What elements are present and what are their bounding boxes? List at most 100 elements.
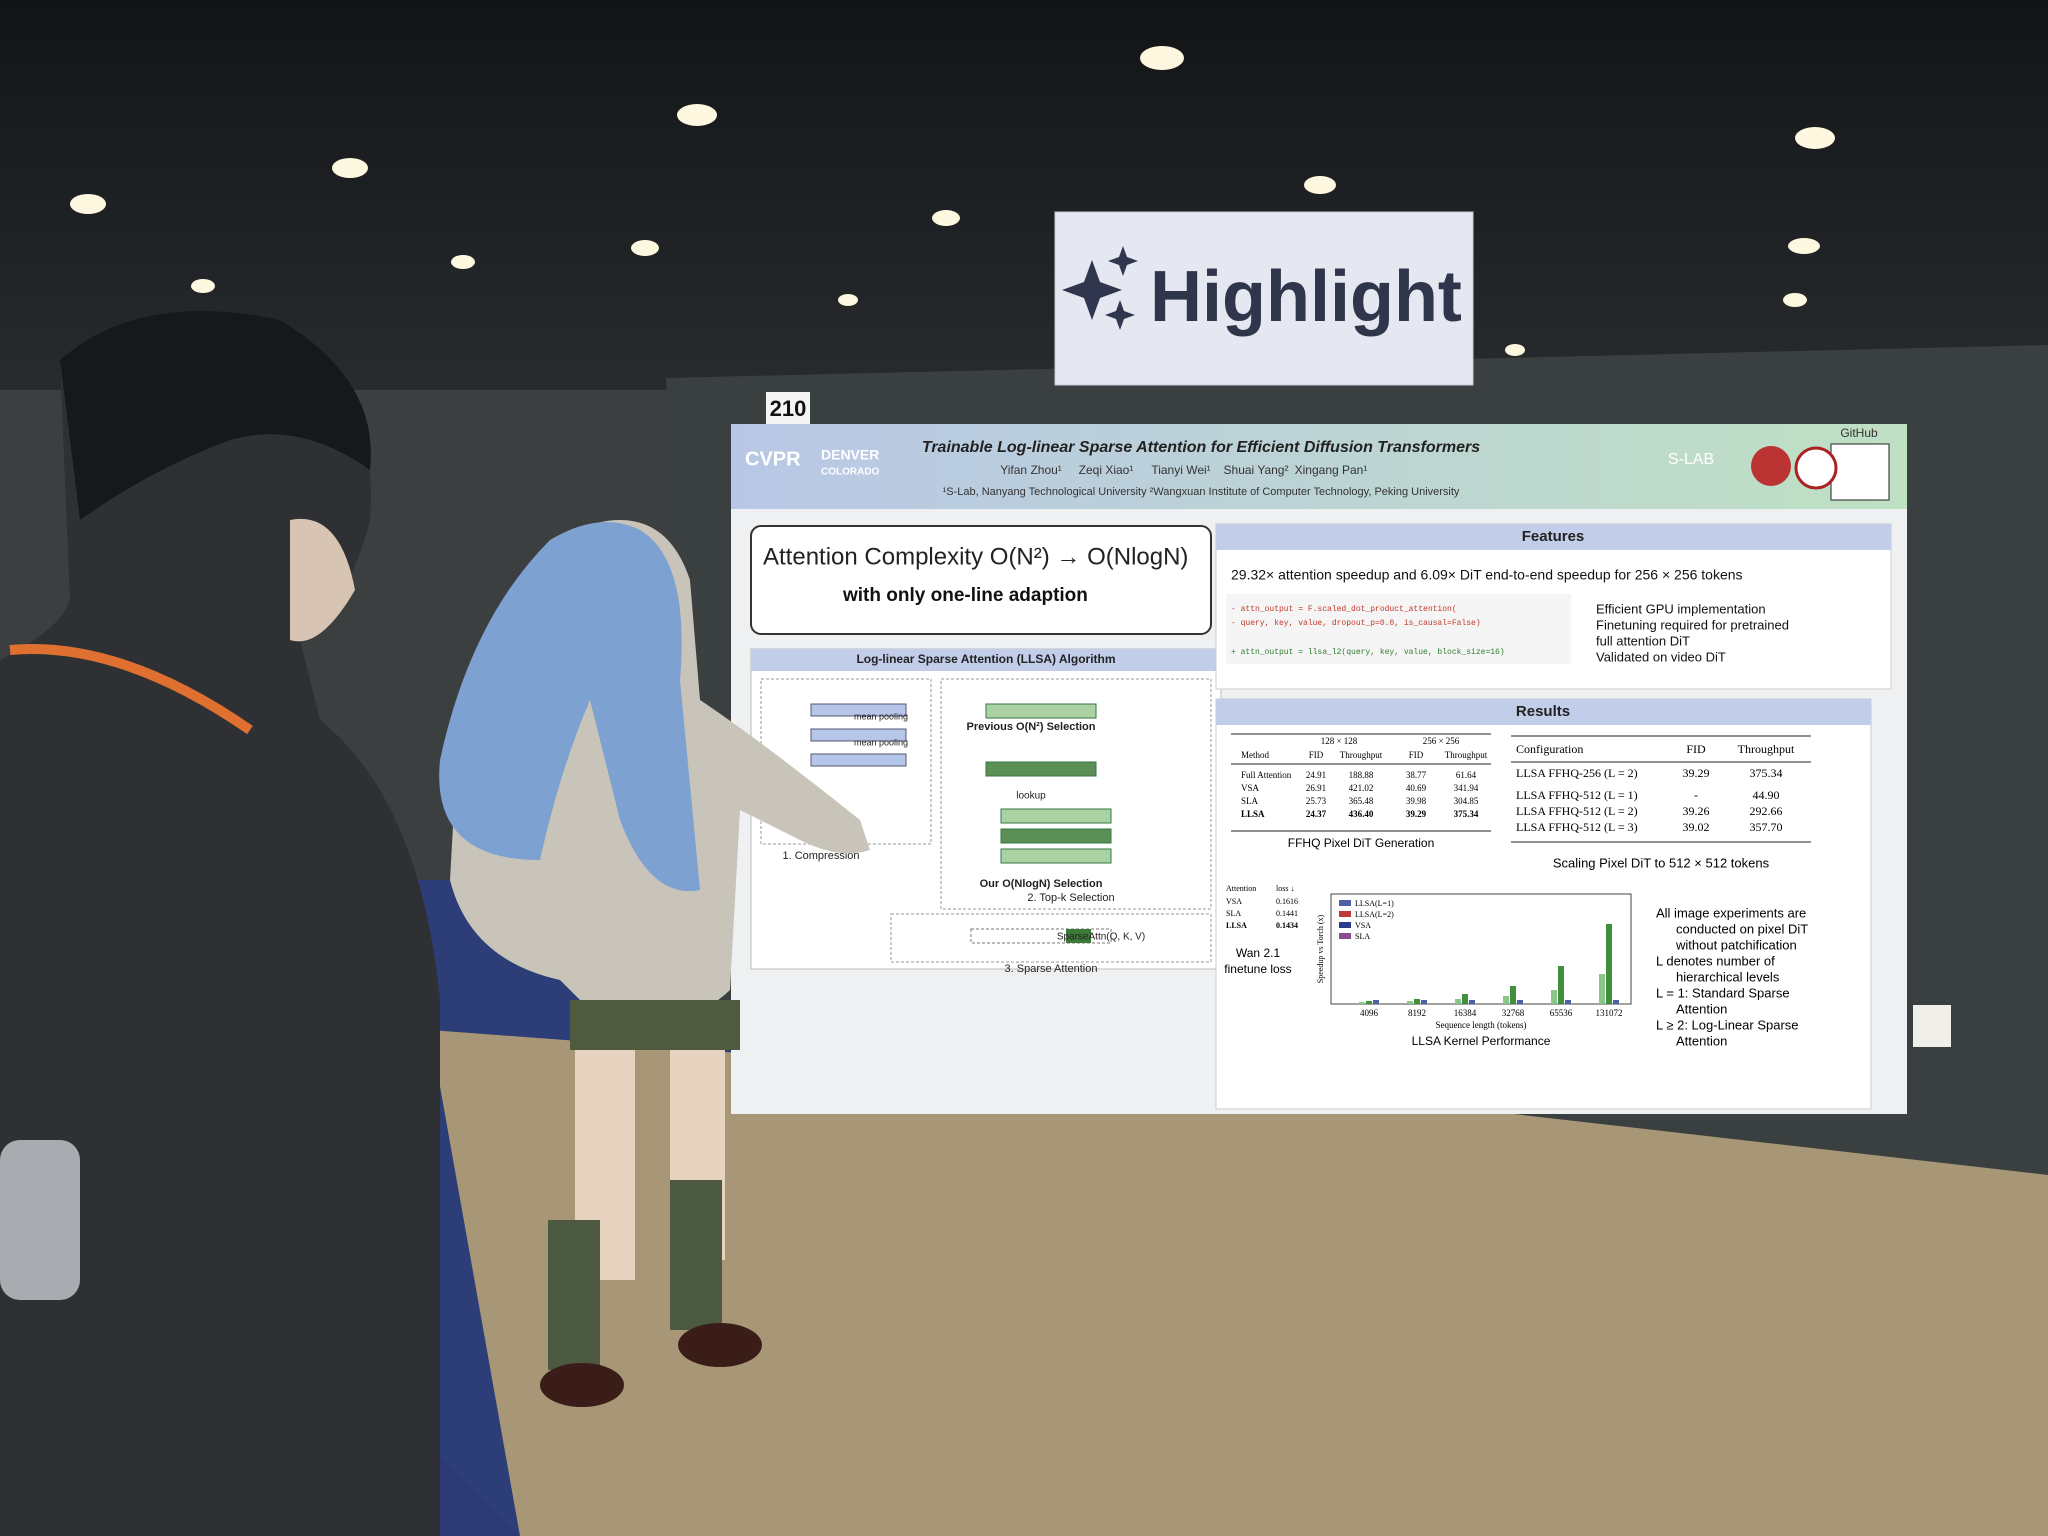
chart-bar: [1455, 999, 1461, 1004]
table-header: FID: [1686, 742, 1706, 756]
table-cell: 39.29: [1683, 766, 1710, 780]
algo-box: [940, 678, 1212, 910]
legend-label: LLSA(L=2): [1355, 910, 1394, 919]
logo: [1751, 446, 1791, 486]
algorithm-title: Log-linear Sparse Attention (LLSA) Algor…: [856, 652, 1115, 666]
table-cell: VSA: [1241, 783, 1260, 793]
token-row: [1066, 929, 1091, 943]
chart-bar: [1462, 994, 1468, 1004]
table-group: 128 × 128: [1321, 736, 1358, 746]
table-cell: 24.91: [1306, 770, 1326, 780]
table-cell: 341.94: [1454, 783, 1479, 793]
city: DENVER: [821, 447, 879, 463]
logo: [1794, 446, 1838, 490]
chart-bar: [1407, 1001, 1413, 1004]
poster-header: [731, 424, 1907, 509]
chart-bar: [1510, 986, 1516, 1004]
table-cell: 39.98: [1406, 796, 1427, 806]
table-cell: -: [1694, 788, 1698, 802]
visitor: [0, 311, 440, 1536]
diagram-label: Our O(NlogN) Selection: [980, 878, 1103, 890]
x-tick-label: 4096: [1360, 1008, 1379, 1018]
table-caption: FFHQ Pixel DiT Generation: [1288, 836, 1435, 850]
state: COLORADO: [821, 467, 880, 478]
x-tick-label: 8192: [1408, 1008, 1426, 1018]
note: L ≥ 2: Log-Linear Sparse: [1656, 1017, 1799, 1032]
note: L = 1: Standard Sparse: [1656, 985, 1790, 1000]
table-cell: LLSA FFHQ-512 (L = 3): [1516, 820, 1638, 834]
affiliations: ¹S-Lab, Nanyang Technological University…: [943, 486, 1460, 498]
y-axis-label: Speedup vs Torch (x): [1316, 914, 1325, 983]
poster: CVPR DENVER COLORADO Trainable Log-linea…: [731, 424, 1907, 1114]
headline: Attention Complexity O(N²) → O(NlogN): [763, 543, 1188, 570]
table-cell: 0.1616: [1276, 897, 1298, 906]
diagram-label: Previous O(N²) Selection: [967, 721, 1096, 733]
table-cell: LLSA FFHQ-512 (L = 1): [1516, 788, 1638, 802]
chart-bar: [1606, 924, 1612, 1004]
chart-bar: [1421, 1000, 1427, 1004]
table-cell: 365.48: [1349, 796, 1374, 806]
chart-bar: [1613, 1000, 1619, 1004]
algo-box: [890, 913, 1212, 963]
table-cell: 421.02: [1349, 783, 1374, 793]
note: Attention: [1676, 1001, 1727, 1016]
highlight-text: Highlight: [1150, 257, 1462, 337]
legend-swatch: [1339, 933, 1351, 939]
table-cell: LLSA: [1226, 921, 1247, 930]
table-cell: 292.66: [1750, 804, 1783, 818]
token-row: [985, 761, 1097, 777]
github-label: GitHub: [1840, 426, 1878, 440]
note: hierarchical levels: [1676, 969, 1780, 984]
table-caption: Scaling Pixel DiT to 512 × 512 tokens: [1553, 855, 1770, 870]
feature-bullet: Validated on video DiT: [1596, 649, 1726, 664]
table-cell: SLA: [1226, 909, 1241, 918]
x-tick-label: 16384: [1454, 1008, 1477, 1018]
table-cell: 61.64: [1456, 770, 1477, 780]
author: Tianyi Wei¹: [1151, 463, 1210, 477]
token-row: [1000, 848, 1112, 864]
feature-bullet: Efficient GPU implementation: [1596, 601, 1766, 616]
chart-bar: [1565, 1000, 1571, 1004]
table-cell: 39.02: [1683, 820, 1710, 834]
diagram-label: mean pooling: [854, 737, 908, 747]
table-cell: 357.70: [1750, 820, 1783, 834]
feature-bullet: Finetuning required for pretrained: [1596, 617, 1789, 632]
legend-label: SLA: [1355, 932, 1370, 941]
conference: CVPR: [745, 448, 801, 470]
headline-sub: with only one-line adaption: [842, 585, 1088, 606]
chart-bar: [1599, 974, 1605, 1004]
table-caption: finetune loss: [1224, 962, 1291, 976]
cup: [1913, 1005, 1951, 1047]
table-cell: 375.34: [1454, 809, 1479, 819]
table-cell: 375.34: [1750, 766, 1783, 780]
table-cell: 0.1441: [1276, 909, 1298, 918]
chart-bar: [1517, 1000, 1523, 1004]
table-header: FID: [1409, 750, 1424, 760]
table-cell: LLSA: [1241, 809, 1265, 819]
token-row: [810, 753, 907, 767]
author: Xingang Pan¹: [1295, 463, 1368, 477]
code-removed: - attn_output = F.scaled_dot_product_att…: [1231, 605, 1457, 614]
table-header: Throughput: [1340, 750, 1383, 760]
diagram-label: mean pooling: [854, 711, 908, 721]
author: Shuai Yang²: [1224, 463, 1289, 477]
code: - attn_output = F.scaled_dot_product_att…: [1231, 605, 1505, 657]
authors: Yifan Zhou¹ Zeqi Xiao¹ Tianyi Wei¹ Shuai Ya…: [1000, 463, 1367, 477]
results-title: Results: [1516, 703, 1570, 720]
chart-bar: [1359, 1002, 1365, 1004]
table-cell: 39.26: [1683, 804, 1710, 818]
author: Zeqi Xiao¹: [1079, 463, 1134, 477]
booth-number: 210: [770, 396, 807, 421]
table-cell: 436.40: [1349, 809, 1374, 819]
legend-label: VSA: [1355, 921, 1371, 930]
algorithm-diagram: mean pooling mean pooling Previous O(N²) S…: [760, 678, 1212, 975]
legend-swatch: [1339, 900, 1351, 906]
x-tick-label: 131072: [1596, 1008, 1623, 1018]
note: conducted on pixel DiT: [1676, 921, 1808, 936]
table-header: FID: [1309, 750, 1324, 760]
table-cell: 40.69: [1406, 783, 1427, 793]
note: without patchification: [1675, 937, 1797, 952]
token-row: [810, 703, 907, 717]
